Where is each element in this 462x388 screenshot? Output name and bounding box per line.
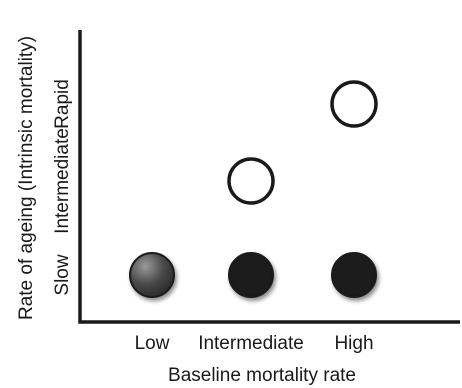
axes (78, 30, 460, 324)
data-point-filled (228, 252, 274, 298)
y-tick-label: Rapid (52, 79, 73, 129)
y-tick-label: Slow (52, 254, 73, 295)
x-tick-labels: Low Intermediate High (135, 333, 374, 354)
x-tick-label: High (334, 333, 373, 354)
y-axis-title: Rate of ageing (Intrinsic mortality) (16, 36, 37, 320)
x-axis-title: Baseline mortality rate (168, 365, 356, 386)
x-tick-label: Low (135, 333, 170, 354)
data-point-gradient-filled (129, 252, 175, 298)
data-points (129, 80, 378, 298)
axis-lines (78, 30, 460, 324)
data-point-filled (331, 252, 377, 298)
data-point-open (227, 157, 275, 205)
y-tick-label: Intermediate (52, 128, 73, 234)
x-tick-label: Intermediate (198, 333, 304, 354)
data-point-open (330, 80, 378, 128)
